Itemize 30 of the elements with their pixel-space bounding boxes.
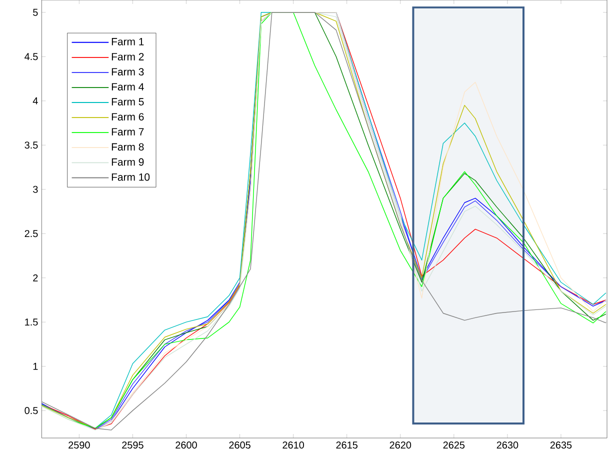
legend-label: Farm 9 (112, 158, 144, 166)
x-tick-label: 2630 (496, 442, 518, 449)
legend-label: Farm 6 (112, 113, 144, 121)
y-tick-label: 1 (33, 362, 38, 370)
legend-label: Farm 10 (112, 173, 150, 181)
legend-label: Farm 5 (112, 98, 144, 106)
y-tick-label: 1.5 (25, 318, 38, 326)
legend-label: Farm 8 (112, 143, 144, 151)
x-tick-label: 2595 (122, 442, 144, 449)
y-tick-label: 4.5 (24, 53, 38, 60)
x-tick-label: 2610 (282, 442, 304, 449)
x-tick-label: 2605 (229, 442, 250, 449)
y-tick-label: 5 (33, 8, 38, 16)
legend-label: Farm 2 (112, 53, 144, 60)
legend-label: Farm 1 (112, 38, 144, 46)
y-tick-label: 3.5 (24, 142, 38, 149)
y-tick-label: 0.5 (24, 407, 38, 414)
x-tick-label: 2635 (550, 442, 572, 449)
x-tick-label: 2600 (176, 442, 197, 449)
x-tick-label: 2615 (336, 442, 358, 449)
legend-label: Farm 4 (112, 83, 144, 90)
y-tick-label: 3 (33, 186, 38, 193)
x-tick-label: 2625 (443, 442, 465, 449)
x-tick-label: 2620 (390, 442, 412, 449)
legend-label: Farm 3 (112, 68, 144, 76)
legend-label: Farm 7 (112, 128, 144, 136)
y-tick-label: 2 (33, 274, 38, 282)
y-tick-label: 2.5 (24, 230, 38, 238)
x-tick-label: 2590 (68, 442, 90, 449)
y-tick-label: 4 (32, 97, 38, 104)
